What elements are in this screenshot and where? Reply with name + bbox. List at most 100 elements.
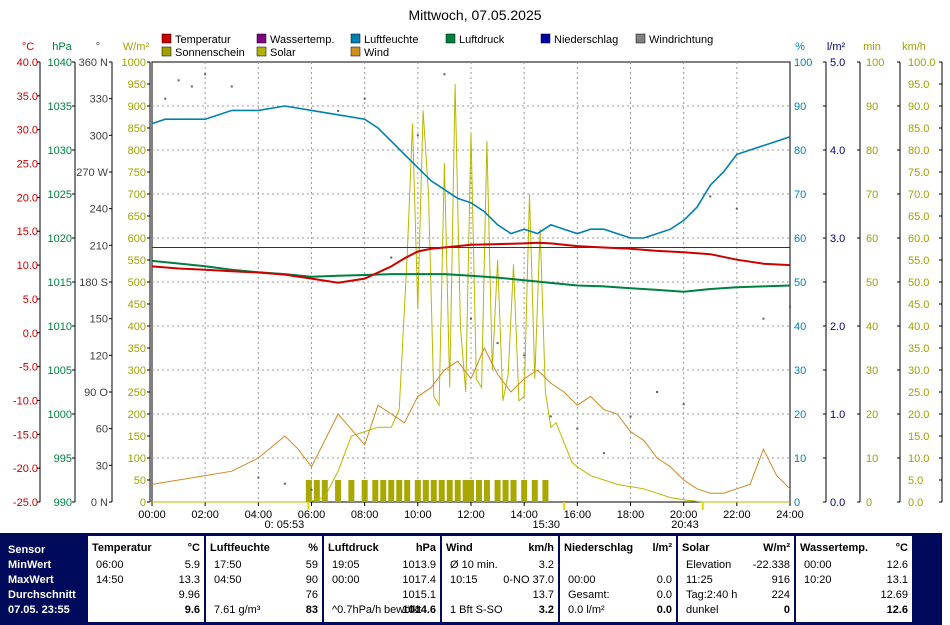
cell-label: 7.61 g/m³ (214, 604, 261, 616)
legend-label-solar: Solar (270, 47, 296, 59)
solar-tick-label: 550 (128, 255, 146, 267)
sun-marker-label: 0: 05:53 (265, 519, 305, 530)
wind-direction-point (576, 427, 579, 430)
sun-marker-label: 20:43 (671, 519, 699, 530)
sunshine-bar (313, 480, 320, 502)
x-tick-label: 04:00 (245, 509, 273, 521)
pressure-tick-label: 1005 (48, 365, 72, 377)
legend-swatch (445, 33, 456, 44)
temperature-tick-label: 30.0 (17, 125, 38, 137)
sensor-header: Sensor (8, 544, 46, 556)
rain-tick-label: 5.0 (830, 57, 845, 69)
summary-column-luftfeuchte: Luftfeuchte% 17:50 59 04:50 90 76 7.61 g/m³ 83 (206, 536, 322, 622)
pressure-tick-label: 1000 (48, 409, 72, 421)
cell-value: -22.338 (752, 559, 790, 571)
cell-label: 00:00 (332, 574, 360, 586)
sunshine-bar (521, 480, 528, 502)
cell-value: 1014.6 (402, 604, 436, 616)
cell-value: 13.1 (886, 574, 908, 586)
cell-label: 0.0 l/m² (568, 604, 605, 616)
sunshine-bar (468, 480, 474, 502)
cell-value: 224 (771, 589, 790, 601)
x-tick-label: 14:00 (510, 509, 538, 521)
wind-direction-point (629, 415, 632, 418)
solar-tick-label: 950 (128, 79, 146, 91)
cell-label: 06:00 (96, 559, 124, 571)
sunshine-bar (502, 480, 509, 502)
sun-marker (701, 502, 704, 510)
wind-tick-label: 85.0 (908, 123, 929, 135)
wind-tick-label: 60.0 (908, 233, 929, 245)
direction-tick-label: 270 W (76, 167, 108, 179)
solar-unit-label: W/m² (123, 41, 150, 53)
cell-value: 76 (305, 589, 318, 601)
sunshine-bar (388, 480, 395, 502)
sunshine-unit-label: min (863, 41, 881, 53)
column-header: Luftdruck (328, 542, 379, 554)
wind-tick-label: 35.0 (908, 343, 929, 355)
x-tick-label: 08:00 (351, 509, 379, 521)
wind-tick-label: 75.0 (908, 167, 929, 179)
x-tick-label: 06:00 (298, 509, 326, 521)
cell-value: 59 (305, 559, 318, 571)
wind-direction-point (204, 73, 207, 76)
wind-direction-point (443, 73, 446, 76)
wind-tick-label: 95.0 (908, 79, 929, 91)
x-tick-label: 20:00 (670, 509, 698, 521)
pressure-unit-label: hPa (52, 41, 72, 53)
direction-tick-label: 180 S (79, 277, 108, 289)
cell-label: 14:50 (96, 574, 124, 586)
legend-swatch (350, 46, 361, 57)
sunshine-bar (321, 480, 328, 502)
humidity-tick-label: 0 (794, 497, 800, 509)
sunshine-bar (446, 480, 453, 502)
legend-swatch (540, 33, 551, 44)
summary-column-wind: Wind km/h Ø 10 min. 3.2 10:15 0-NO 37.0 13.7 1 … (442, 536, 558, 622)
solar-tick-label: 50 (134, 475, 146, 487)
solar-tick-label: 200 (128, 409, 146, 421)
legend-label-niederschlag: Niederschlag (554, 34, 618, 46)
pressure-tick-label: 1025 (48, 189, 72, 201)
legend-swatch (161, 33, 172, 44)
wind-tick-label: 100.0 (908, 57, 936, 69)
cell-label: 10:15 (450, 574, 478, 586)
column-header: Luftfeuchte (210, 542, 270, 554)
legend-swatch (635, 33, 646, 44)
humidity-tick-label: 70 (794, 189, 806, 201)
rain-unit-label: l/m² (827, 41, 846, 53)
sunshine-bar (380, 480, 387, 502)
pressure-tick-label: 995 (54, 453, 72, 465)
cell-label: 11:25 (686, 574, 713, 586)
wind-direction-point (416, 134, 419, 137)
cell-value: 1017.4 (402, 574, 436, 586)
wind-tick-label: 45.0 (908, 299, 929, 311)
humidity-tick-label: 80 (794, 145, 806, 157)
sensor-column: Sensor MinWert MaxWert Durchschnitt 07.0… (4, 536, 86, 622)
cell-label: Gesamt: (568, 589, 610, 601)
cell-label: Tag:2:40 h (686, 589, 738, 601)
column-unit: °C (187, 542, 200, 554)
humidity-tick-label: 40 (794, 321, 806, 333)
cell-value: 1013.9 (402, 559, 436, 571)
sunshine-bar (438, 480, 445, 502)
rain-tick-label: 3.0 (830, 233, 845, 245)
sunshine-bar (483, 480, 490, 502)
sunshine-bar (462, 480, 469, 502)
humidity-tick-label: 90 (794, 101, 806, 113)
wind-direction-point (549, 415, 552, 418)
wind-direction-point (735, 207, 738, 210)
wind-direction-point (363, 97, 366, 100)
cell-label: 17:50 (214, 559, 242, 571)
direction-tick-label: 360 N (79, 57, 108, 69)
legend-label-wind: Wind (364, 47, 389, 59)
sunshine-tick-label: 100 (866, 57, 884, 69)
temperature-tick-label: -5.0 (19, 362, 38, 374)
solar-tick-label: 700 (128, 189, 146, 201)
wind-direction-point (337, 109, 340, 112)
cell-label: dunkel (686, 604, 719, 616)
rain-tick-label: 1.0 (830, 409, 845, 421)
wind-direction-point (496, 342, 499, 345)
wind-direction-point (656, 391, 659, 393)
temperature-unit-label: °C (22, 41, 34, 53)
direction-tick-label: 300 (90, 130, 108, 142)
